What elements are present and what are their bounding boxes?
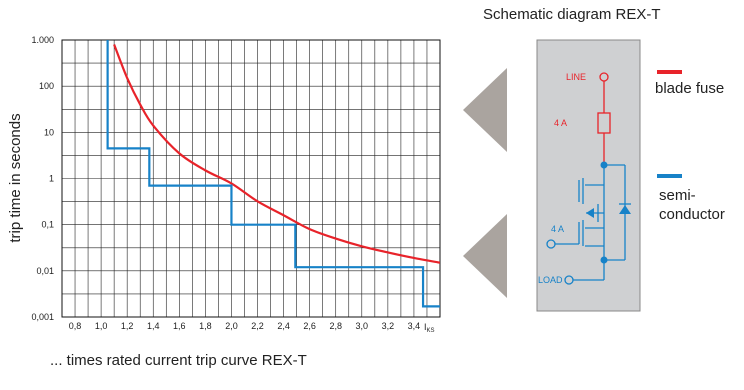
x-tick-label: 3,2 bbox=[382, 321, 395, 331]
x-tick-label: 3,0 bbox=[356, 321, 369, 331]
y-tick-label: 0,001 bbox=[31, 312, 54, 322]
x-tick-label: 2,2 bbox=[251, 321, 264, 331]
arrow-fuse bbox=[463, 68, 507, 152]
y-tick-labels: 1.000 100 10 1 0,1 0,01 0,001 bbox=[31, 35, 54, 322]
y-tick-label: 1 bbox=[49, 174, 54, 184]
junction-bottom bbox=[600, 256, 608, 264]
x-tick-label: 2,8 bbox=[329, 321, 342, 331]
semiconductor-fills bbox=[586, 161, 631, 264]
y-tick-label: 0,1 bbox=[41, 220, 54, 230]
fuse-branch bbox=[597, 72, 611, 165]
fuse-rating-label: 4 A bbox=[554, 118, 567, 128]
load-terminal bbox=[564, 275, 574, 285]
line-terminal bbox=[599, 72, 609, 82]
schematic-diagram: LINE 4 A bbox=[536, 39, 641, 312]
y-tick-label: 10 bbox=[44, 127, 54, 137]
legend-semi-label-line1: semi- bbox=[659, 187, 696, 204]
arrow-semiconductor bbox=[463, 214, 507, 298]
chart-grid bbox=[62, 40, 440, 317]
x-tick-label: 2,0 bbox=[225, 321, 238, 331]
semiconductor-terminals bbox=[546, 239, 574, 285]
x-tick-label: 0,8 bbox=[69, 321, 82, 331]
semi-rating-label: 4 A bbox=[551, 224, 564, 234]
series-semiconductor-line bbox=[106, 40, 440, 308]
x-tick-label: 2,4 bbox=[277, 321, 290, 331]
junction-top bbox=[600, 161, 608, 169]
y-axis-label: trip time in seconds bbox=[7, 113, 24, 242]
x-tick-label: 1,6 bbox=[173, 321, 186, 331]
schematic-panel bbox=[536, 39, 641, 312]
y-tick-label: 0,01 bbox=[36, 266, 54, 276]
diode-icon bbox=[619, 205, 631, 214]
x-tick-label: 2,6 bbox=[303, 321, 316, 331]
x-tick-label: 3,4 bbox=[408, 321, 421, 331]
x-tick-label: 1,8 bbox=[199, 321, 212, 331]
x-tick-labels: 0,8 1,0 1,2 1,4 1,6 1,8 2,0 2,2 2,4 2,6 2,8 3,0 3,2 3… bbox=[69, 321, 420, 331]
x-tick-label: 1,0 bbox=[95, 321, 108, 331]
x-tick-label: 1,2 bbox=[121, 321, 134, 331]
plot-frame bbox=[61, 39, 441, 318]
gate-terminal bbox=[546, 239, 556, 249]
figure-caption: ... times rated current trip curve REX-T bbox=[50, 352, 307, 369]
mosfet-arrow-icon bbox=[586, 208, 594, 218]
x-axis-unit-sub: KS bbox=[427, 328, 435, 334]
y-tick-label: 100 bbox=[39, 81, 54, 91]
y-tick-label: 1.000 bbox=[31, 35, 54, 45]
series-blade-fuse-line bbox=[113, 44, 440, 264]
legend-fuse-label: blade fuse bbox=[655, 80, 725, 97]
x-axis-unit: IKS bbox=[424, 322, 435, 334]
legend-semi-label-line2: conductor bbox=[659, 206, 725, 223]
chart-series bbox=[106, 40, 440, 308]
x-axis-unit-main: I bbox=[424, 322, 427, 332]
x-tick-label: 1,4 bbox=[147, 321, 160, 331]
load-label: LOAD bbox=[538, 275, 563, 285]
schematic-title: Schematic diagram REX-T bbox=[483, 6, 661, 23]
line-label: LINE bbox=[566, 72, 586, 82]
